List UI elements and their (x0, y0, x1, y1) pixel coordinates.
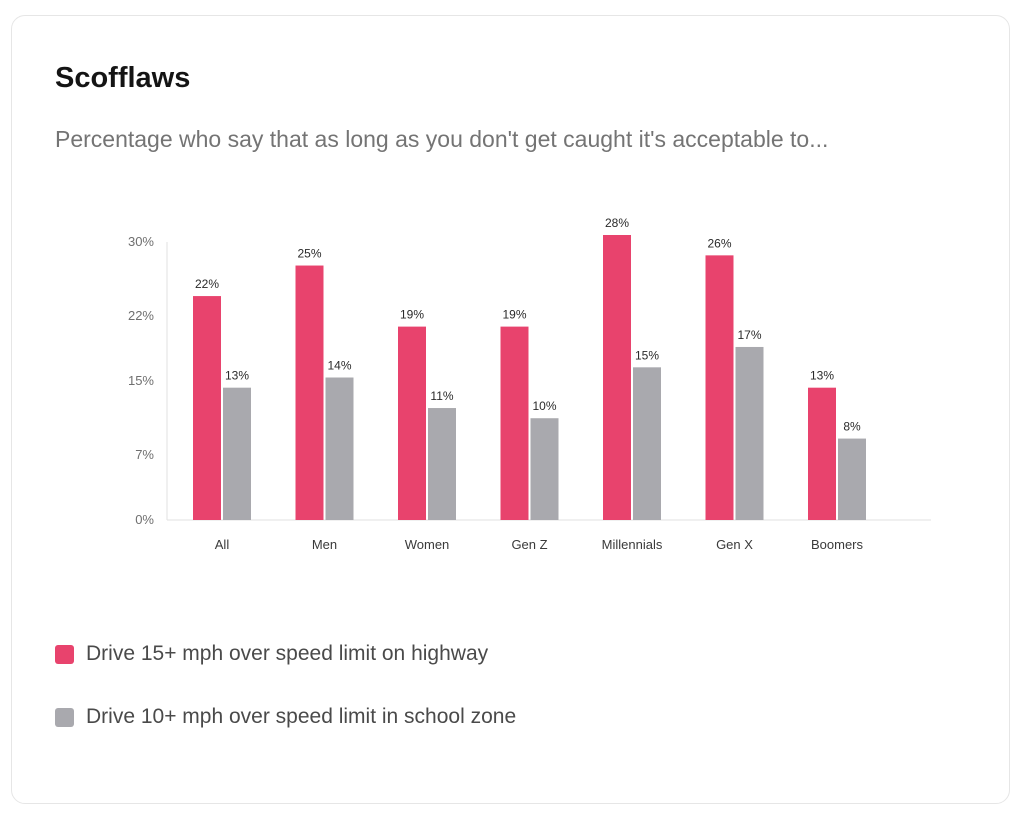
data-label: 19% (400, 308, 424, 322)
legend-swatch (55, 707, 74, 727)
data-label: 10% (532, 399, 556, 413)
data-label: 11% (430, 389, 453, 403)
legend-item: Drive 10+ mph over speed limit in school… (55, 701, 516, 733)
bar-highway (295, 265, 324, 520)
data-label: 22% (195, 277, 219, 291)
bar-school-zone (633, 367, 661, 520)
bar-highway (193, 296, 221, 520)
chart-title: Scofflaws (55, 62, 191, 94)
x-tick-label: Women (405, 537, 450, 552)
bar-school-zone (325, 377, 354, 520)
bar-school-zone (428, 408, 456, 520)
bar-highway (398, 326, 426, 520)
chart-legend: Drive 15+ mph over speed limit on highwa… (55, 638, 516, 764)
data-label: 13% (810, 369, 834, 383)
legend-swatch (55, 644, 74, 664)
x-tick-label: Gen X (716, 537, 753, 552)
bar-highway (705, 255, 734, 520)
data-label: 26% (707, 236, 731, 250)
y-tick-label: 30% (128, 234, 154, 249)
bar-highway (500, 326, 529, 520)
data-label: 8% (843, 420, 861, 434)
x-tick-label: Boomers (811, 537, 864, 552)
data-label: 15% (635, 348, 659, 362)
y-tick-label: 0% (135, 512, 154, 527)
data-label: 25% (297, 247, 321, 261)
y-axis: 0% 7% 15% 22% 30% (128, 234, 168, 527)
x-tick-label: Men (312, 537, 337, 552)
bar-school-zone (735, 346, 764, 520)
data-label: 17% (737, 328, 761, 342)
x-tick-label: All (215, 537, 230, 552)
x-tick-label: Millennials (602, 537, 663, 552)
data-label: 28% (605, 216, 629, 230)
bar-school-zone (223, 387, 251, 520)
chart-subtitle: Percentage who say that as long as you d… (55, 126, 829, 152)
data-labels: 22% 13% 25% 14% 19% 11% 19% 10% 28% 15% 26% 17% 13% 8… (195, 216, 861, 434)
y-tick-label: 22% (128, 308, 154, 323)
legend-item: Drive 15+ mph over speed limit on highwa… (55, 638, 516, 670)
data-label: 14% (327, 359, 351, 373)
bar-school-zone (530, 418, 559, 520)
legend-label: Drive 15+ mph over speed limit on highwa… (86, 642, 489, 665)
y-tick-label: 15% (128, 373, 154, 388)
bar-highway (603, 235, 631, 520)
bars (193, 235, 866, 520)
x-axis: All Men Women Gen Z Millennials Gen X Boomers (167, 519, 931, 552)
x-tick-label: Gen Z (511, 537, 547, 552)
legend-label: Drive 10+ mph over speed limit in school… (86, 705, 517, 728)
y-tick-label: 7% (135, 447, 154, 462)
data-label: 19% (502, 308, 526, 322)
bar-school-zone (838, 438, 866, 520)
bar-highway (808, 387, 836, 520)
data-label: 13% (225, 369, 249, 383)
